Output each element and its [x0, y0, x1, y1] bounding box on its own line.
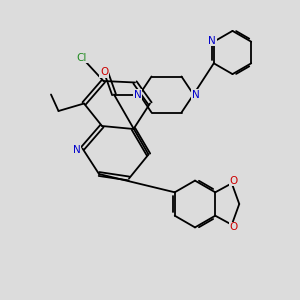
Text: O: O: [229, 222, 237, 232]
Text: N: N: [73, 145, 81, 155]
Text: N: N: [192, 89, 200, 100]
Text: N: N: [134, 89, 141, 100]
Text: O: O: [100, 67, 108, 77]
Text: N: N: [208, 35, 216, 46]
Text: O: O: [229, 176, 237, 186]
Text: Cl: Cl: [77, 53, 87, 63]
